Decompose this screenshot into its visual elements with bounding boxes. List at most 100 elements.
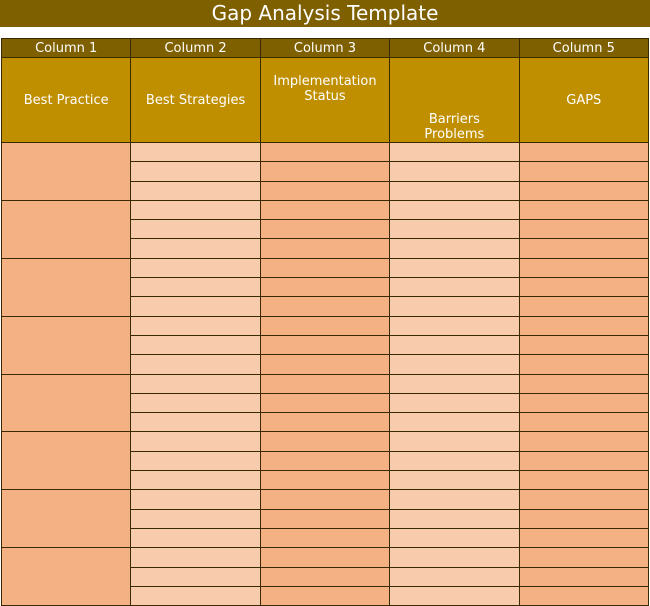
cell-col3[interactable]: [259, 566, 391, 587]
cell-col2[interactable]: [130, 489, 261, 510]
cell-col2[interactable]: [130, 354, 261, 375]
cell-col3[interactable]: [259, 180, 391, 201]
cell-col2[interactable]: [130, 238, 261, 259]
cell-col3[interactable]: [259, 334, 391, 356]
cell-col4[interactable]: [389, 354, 520, 375]
cell-col2[interactable]: [130, 566, 261, 587]
cell-col3[interactable]: [259, 431, 391, 452]
cell-col5[interactable]: [518, 547, 650, 568]
cell-col3[interactable]: [259, 508, 391, 529]
cell-col1[interactable]: [0, 373, 132, 433]
cell-col5[interactable]: [518, 354, 650, 375]
cell-col5[interactable]: [518, 450, 650, 472]
cell-col5[interactable]: [518, 527, 650, 549]
cell-col4[interactable]: [389, 257, 520, 279]
cell-col2[interactable]: [130, 180, 261, 201]
cell-col5[interactable]: [518, 585, 650, 606]
cell-col3[interactable]: [259, 277, 391, 298]
cell-col4[interactable]: [389, 431, 520, 452]
cell-col2[interactable]: [130, 412, 261, 433]
cell-col4[interactable]: [389, 527, 520, 549]
cell-col5[interactable]: [518, 257, 650, 279]
cell-col4[interactable]: [389, 315, 520, 336]
cell-col2[interactable]: [130, 450, 261, 472]
cell-col3[interactable]: [259, 489, 391, 510]
cell-col3[interactable]: [259, 470, 391, 491]
cell-col4[interactable]: [389, 296, 520, 317]
cell-col3[interactable]: [259, 315, 391, 336]
cell-col1[interactable]: [0, 489, 132, 549]
cell-col2[interactable]: [130, 373, 261, 394]
cell-col4[interactable]: [389, 489, 520, 510]
cell-col3[interactable]: [259, 373, 391, 394]
cell-col4[interactable]: [389, 585, 520, 606]
cell-col4[interactable]: [389, 470, 520, 491]
cell-col5[interactable]: [518, 161, 650, 182]
cell-col2[interactable]: [130, 585, 261, 606]
cell-col4[interactable]: [389, 238, 520, 259]
cell-col2[interactable]: [130, 470, 261, 491]
cell-col3[interactable]: [259, 585, 391, 606]
cell-col4[interactable]: [389, 508, 520, 529]
cell-col2[interactable]: [130, 508, 261, 529]
cell-col3[interactable]: [259, 527, 391, 549]
cell-col5[interactable]: [518, 199, 650, 221]
cell-col5[interactable]: [518, 334, 650, 356]
cell-col4[interactable]: [389, 219, 520, 240]
cell-col4[interactable]: [389, 450, 520, 472]
cell-col2[interactable]: [130, 392, 261, 414]
cell-col3[interactable]: [259, 296, 391, 317]
cell-col3[interactable]: [259, 450, 391, 472]
cell-col1[interactable]: [0, 431, 132, 491]
cell-col3[interactable]: [259, 141, 391, 163]
cell-col3[interactable]: [259, 161, 391, 182]
cell-col4[interactable]: [389, 141, 520, 163]
cell-col2[interactable]: [130, 431, 261, 452]
cell-col5[interactable]: [518, 238, 650, 259]
cell-col3[interactable]: [259, 199, 391, 221]
cell-col5[interactable]: [518, 508, 650, 529]
cell-col2[interactable]: [130, 257, 261, 279]
cell-col3[interactable]: [259, 392, 391, 414]
cell-col5[interactable]: [518, 392, 650, 414]
cell-col2[interactable]: [130, 334, 261, 356]
cell-col4[interactable]: [389, 277, 520, 298]
cell-col2[interactable]: [130, 219, 261, 240]
cell-col4[interactable]: [389, 566, 520, 587]
cell-col4[interactable]: [389, 180, 520, 201]
cell-col2[interactable]: [130, 277, 261, 298]
cell-col5[interactable]: [518, 412, 650, 433]
cell-col4[interactable]: [389, 161, 520, 182]
cell-col3[interactable]: [259, 238, 391, 259]
cell-col5[interactable]: [518, 277, 650, 298]
cell-col5[interactable]: [518, 180, 650, 201]
cell-col3[interactable]: [259, 354, 391, 375]
cell-col2[interactable]: [130, 161, 261, 182]
cell-col3[interactable]: [259, 412, 391, 433]
cell-col2[interactable]: [130, 141, 261, 163]
cell-col4[interactable]: [389, 412, 520, 433]
cell-col2[interactable]: [130, 527, 261, 549]
cell-col5[interactable]: [518, 431, 650, 452]
cell-col5[interactable]: [518, 489, 650, 510]
cell-col5[interactable]: [518, 470, 650, 491]
cell-col5[interactable]: [518, 566, 650, 587]
cell-col5[interactable]: [518, 296, 650, 317]
cell-col2[interactable]: [130, 315, 261, 336]
cell-col4[interactable]: [389, 547, 520, 568]
cell-col3[interactable]: [259, 257, 391, 279]
cell-col1[interactable]: [0, 199, 132, 259]
cell-col1[interactable]: [0, 257, 132, 317]
cell-col4[interactable]: [389, 199, 520, 221]
cell-col1[interactable]: [0, 547, 132, 606]
cell-col4[interactable]: [389, 392, 520, 414]
cell-col2[interactable]: [130, 199, 261, 221]
cell-col4[interactable]: [389, 373, 520, 394]
cell-col1[interactable]: [0, 315, 132, 375]
cell-col1[interactable]: [0, 142, 132, 201]
cell-col2[interactable]: [130, 296, 261, 317]
cell-col3[interactable]: [259, 219, 391, 240]
cell-col2[interactable]: [130, 547, 261, 568]
cell-col5[interactable]: [518, 373, 650, 394]
cell-col5[interactable]: [518, 315, 650, 336]
